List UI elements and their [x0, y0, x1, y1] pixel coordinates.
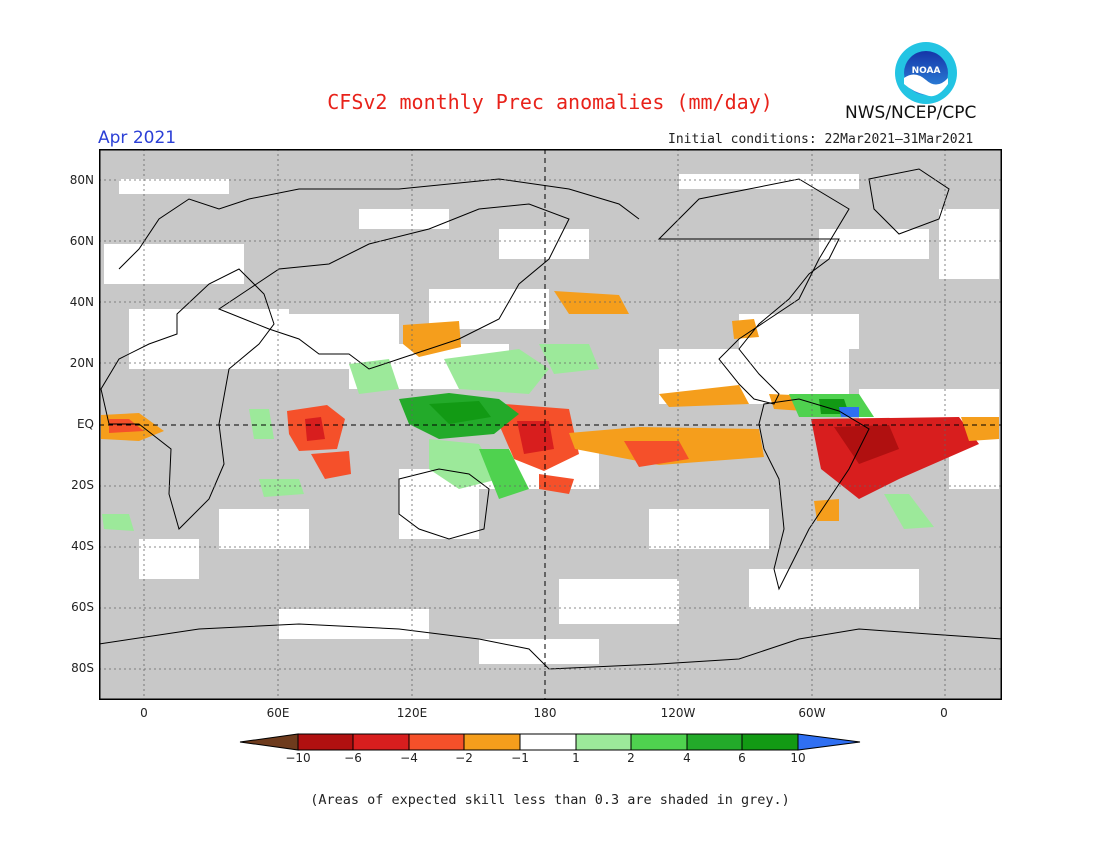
colorbar-swatch — [519, 733, 577, 751]
colorbar-label: 10 — [790, 751, 806, 765]
agency-label: NWS/NCEP/CPC — [845, 103, 977, 123]
colorbar-label: 2 — [627, 751, 635, 765]
lat-label: 20S — [71, 478, 94, 492]
lon-label: 0 — [940, 706, 948, 720]
colorbar-label: −4 — [400, 751, 418, 765]
colorbar-swatch — [575, 733, 632, 751]
colorbar-swatch — [352, 733, 410, 751]
equator-dateline — [99, 149, 1002, 700]
colorbar-swatch — [686, 733, 743, 751]
skill-footnote: (Areas of expected skill less than 0.3 a… — [310, 792, 790, 808]
noaa-logo: NOAA — [895, 42, 957, 104]
colorbar-label: −6 — [344, 751, 362, 765]
colorbar-label: −2 — [455, 751, 473, 765]
lat-label: 20N — [69, 356, 94, 370]
australia-outline — [398, 468, 490, 540]
lon-label: 120E — [396, 706, 428, 720]
greenland-outline — [868, 168, 950, 235]
lat-label: EQ — [76, 417, 94, 431]
colorbar-label: −1 — [511, 751, 529, 765]
colorbar-label: 6 — [738, 751, 746, 765]
colorbar-swatch — [463, 733, 521, 751]
colorbar-high-arrow — [797, 733, 861, 751]
lat-label: 40S — [71, 539, 94, 553]
lon-label: 0 — [140, 706, 148, 720]
forecast-month: Apr 2021 — [98, 128, 177, 148]
colorbar-swatch — [297, 733, 354, 751]
africa-outline — [100, 268, 275, 530]
colorbar-swatch — [408, 733, 465, 751]
lon-label: 60E — [266, 706, 290, 720]
colorbar-swatch — [741, 733, 799, 751]
colorbar-label: 4 — [683, 751, 691, 765]
lat-label: 40N — [69, 295, 94, 309]
map-title: CFSv2 monthly Prec anomalies (mm/day) — [327, 90, 773, 114]
lon-label: 180 — [533, 706, 557, 720]
eurasia-outline — [217, 203, 570, 370]
lat-label: 60S — [71, 600, 94, 614]
dry-anomaly-patches — [101, 291, 999, 521]
colorbar-low-arrow — [239, 733, 299, 751]
colorbar-label: 1 — [572, 751, 580, 765]
arctic-coast-outline — [118, 178, 640, 270]
colorbar-swatch — [630, 733, 688, 751]
initial-conditions: Initial conditions: 22Mar2021–31Mar2021 — [668, 132, 974, 147]
map-frame — [99, 149, 1002, 700]
south-america-outline — [758, 398, 870, 591]
lat-label: 80S — [71, 661, 94, 675]
colorbar-label: −10 — [285, 751, 311, 765]
lon-label: 60W — [798, 706, 826, 720]
north-america-outline — [657, 178, 850, 405]
colorbar — [239, 733, 861, 751]
svg-text:NOAA: NOAA — [912, 66, 941, 76]
lat-label: 80N — [69, 173, 94, 187]
lon-label: 120W — [660, 706, 696, 720]
precip-anomaly-map — [99, 149, 1002, 700]
wet-anomaly-patches — [102, 344, 934, 531]
lat-label: 60N — [69, 234, 94, 248]
